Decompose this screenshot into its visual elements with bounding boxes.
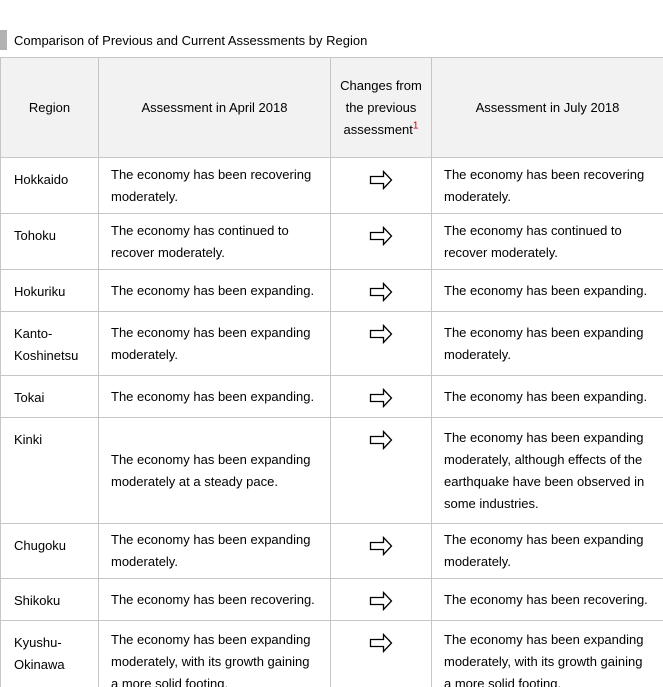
region-name: Hokkaido: [0, 157, 99, 214]
july-assessment: The economy has been expanding moderatel…: [431, 620, 663, 687]
right-arrow-icon: [369, 633, 393, 653]
footnote-ref-1: 1: [412, 120, 419, 132]
july-assessment: The economy has been expanding.: [431, 269, 663, 312]
july-assessment: The economy has been recovering moderate…: [431, 157, 663, 214]
april-assessment: The economy has been recovering.: [98, 578, 331, 621]
title-accent-bar: [0, 30, 7, 50]
april-assessment: The economy has been expanding moderatel…: [98, 311, 331, 376]
april-assessment: The economy has been recovering moderate…: [98, 157, 331, 214]
col-header-july: Assessment in July 2018: [431, 57, 663, 158]
region-name: Kyushu-Okinawa: [0, 620, 99, 687]
july-assessment: The economy has continued to recover mod…: [431, 213, 663, 270]
july-assessment: The economy has been expanding moderatel…: [431, 311, 663, 376]
section-title-row: Comparison of Previous and Current Asses…: [0, 30, 663, 50]
col-header-april: Assessment in April 2018: [98, 57, 331, 158]
right-arrow-icon: [369, 591, 393, 611]
region-name: Tokai: [0, 375, 99, 418]
july-assessment: The economy has been expanding moderatel…: [431, 523, 663, 579]
table-row-kyushu-okinawa: Kyushu-Okinawa The economy has been expa…: [0, 620, 663, 687]
change-cell: [330, 157, 432, 214]
change-cell: [330, 269, 432, 312]
table-row-chugoku: Chugoku The economy has been expanding m…: [0, 523, 663, 579]
april-assessment: The economy has been expanding moderatel…: [98, 620, 331, 687]
region-name: Chugoku: [0, 523, 99, 579]
july-assessment: The economy has been expanding.: [431, 375, 663, 418]
assessments-table: Region Assessment in April 2018 Changes …: [0, 57, 663, 687]
right-arrow-icon: [369, 170, 393, 190]
table-row-hokuriku: Hokuriku The economy has been expanding.…: [0, 269, 663, 312]
april-assessment: The economy has been expanding.: [98, 375, 331, 418]
page-title: Comparison of Previous and Current Asses…: [14, 32, 368, 48]
col-header-changes: Changes from the previous assessment1: [330, 57, 432, 158]
header-row: Region Assessment in April 2018 Changes …: [0, 57, 663, 158]
table-row-kinki: Kinki The economy has been expanding mod…: [0, 417, 663, 524]
right-arrow-icon: [369, 226, 393, 246]
region-name: Shikoku: [0, 578, 99, 621]
april-assessment: The economy has been expanding moderatel…: [98, 417, 331, 524]
col-header-region: Region: [0, 57, 99, 158]
right-arrow-icon: [369, 388, 393, 408]
july-assessment: The economy has been recovering.: [431, 578, 663, 621]
region-name: Kinki: [0, 417, 99, 524]
right-arrow-icon: [369, 324, 393, 344]
change-cell: [330, 311, 432, 376]
july-assessment: The economy has been expanding moderatel…: [431, 417, 663, 524]
april-assessment: The economy has continued to recover mod…: [98, 213, 331, 270]
region-name: Hokuriku: [0, 269, 99, 312]
right-arrow-icon: [369, 430, 393, 450]
table-row-tohoku: Tohoku The economy has continued to reco…: [0, 213, 663, 270]
change-cell: [330, 375, 432, 418]
right-arrow-icon: [369, 282, 393, 302]
table-row-tokai: Tokai The economy has been expanding. Th…: [0, 375, 663, 418]
april-assessment: The economy has been expanding moderatel…: [98, 523, 331, 579]
change-cell: [330, 578, 432, 621]
table-row-hokkaido: Hokkaido The economy has been recovering…: [0, 157, 663, 214]
table-row-shikoku: Shikoku The economy has been recovering.…: [0, 578, 663, 621]
change-cell: [330, 523, 432, 579]
table-row-kanto-koshinetsu: Kanto-Koshinetsu The economy has been ex…: [0, 311, 663, 376]
col-header-changes-label: Changes from the previous assessment: [340, 77, 422, 137]
april-assessment: The economy has been expanding.: [98, 269, 331, 312]
change-cell: [330, 213, 432, 270]
right-arrow-icon: [369, 536, 393, 556]
region-name: Kanto-Koshinetsu: [0, 311, 99, 376]
change-cell: [330, 620, 432, 687]
region-name: Tohoku: [0, 213, 99, 270]
change-cell: [330, 417, 432, 524]
